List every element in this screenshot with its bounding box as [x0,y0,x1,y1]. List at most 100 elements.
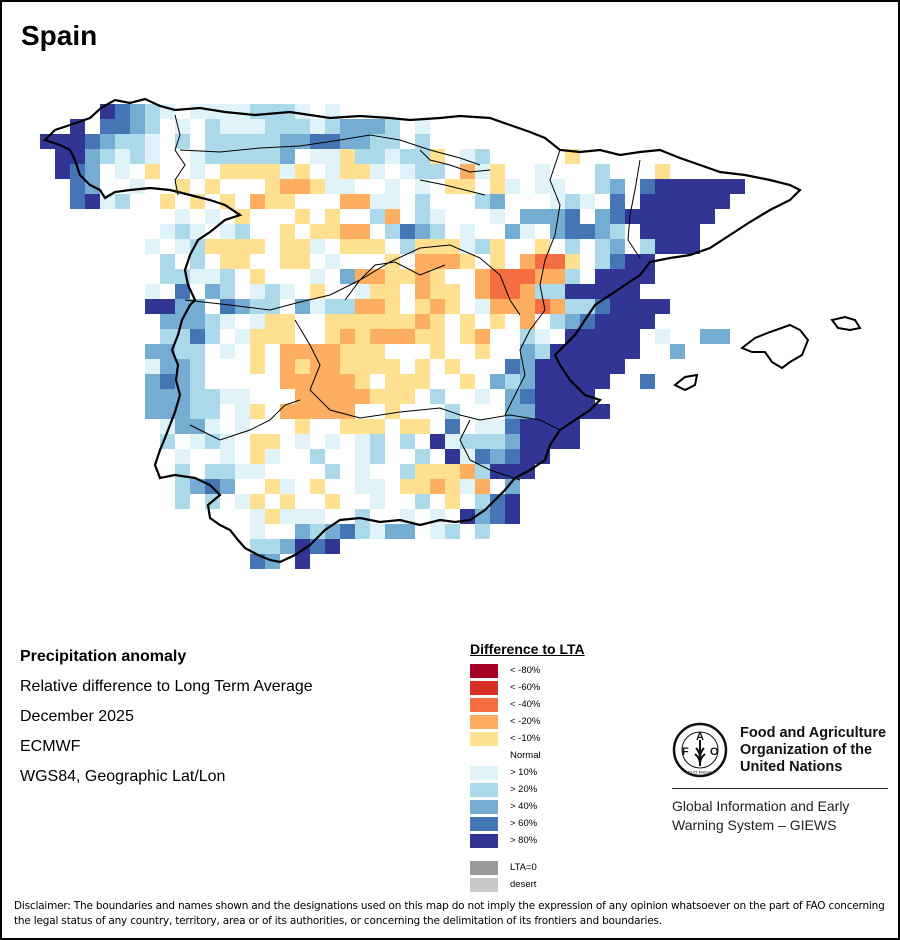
region-boundary [184,244,521,316]
anomaly-cell [235,254,250,269]
anomaly-cell [490,209,505,224]
anomaly-cell [550,299,565,314]
anomaly-cell [595,359,610,374]
data-source: ECMWF [20,738,81,755]
anomaly-cell [475,299,490,314]
anomaly-cell [580,329,595,344]
anomaly-cell [445,404,460,419]
anomaly-cell [640,179,655,194]
anomaly-cell [565,209,580,224]
anomaly-cell [400,164,415,179]
anomaly-cell [505,419,520,434]
anomaly-cell [190,434,205,449]
anomaly-cell [400,464,415,479]
anomaly-cell [550,194,565,209]
anomaly-cell [250,449,265,464]
anomaly-cell [415,179,430,194]
emblem-motto: FIAT PANIS [688,770,712,775]
anomaly-cell [385,359,400,374]
anomaly-cell [250,194,265,209]
anomaly-cell [205,404,220,419]
anomaly-cell [565,284,580,299]
anomaly-cell [175,209,190,224]
anomaly-cell [415,209,430,224]
anomaly-cell [520,284,535,299]
anomaly-cell [385,314,400,329]
anomaly-cell [460,374,475,389]
anomaly-cell [190,314,205,329]
anomaly-cell [370,149,385,164]
anomaly-cell [190,104,205,119]
anomaly-cell [265,434,280,449]
fao-name-line: Food and Agriculture [740,724,887,741]
anomaly-cell [85,134,100,149]
anomaly-cell [430,254,445,269]
anomaly-cell [175,284,190,299]
anomaly-cell [190,359,205,374]
anomaly-cell [370,209,385,224]
anomaly-cell [265,299,280,314]
anomaly-cell [715,329,730,344]
anomaly-cell [370,434,385,449]
legend-label: < -60% [510,682,541,693]
anomaly-cell [670,239,685,254]
anomaly-cell [655,179,670,194]
anomaly-cell [265,329,280,344]
anomaly-cell [295,239,310,254]
anomaly-cell [625,254,640,269]
anomaly-cell [550,284,565,299]
anomaly-cell [310,344,325,359]
legend-item: > 20% [470,781,585,798]
anomaly-cell [310,224,325,239]
anomaly-cell [295,119,310,134]
legend-item: < -40% [470,696,585,713]
anomaly-cell [85,164,100,179]
anomaly-cell [175,299,190,314]
anomaly-cell [715,179,730,194]
anomaly-cell [250,434,265,449]
anomaly-cell [595,224,610,239]
anomaly-cell [160,344,175,359]
page-title: Spain [21,20,98,51]
anomaly-cell [280,374,295,389]
anomaly-cell [265,149,280,164]
anomaly-cell [430,479,445,494]
fao-organization-name: Food and Agriculture Organization of the… [740,725,886,776]
anomaly-cell [145,164,160,179]
anomaly-cell [565,314,580,329]
anomaly-cell [595,164,610,179]
anomaly-cell [625,314,640,329]
anomaly-cell [250,494,265,509]
anomaly-cell [400,314,415,329]
anomaly-cell [385,194,400,209]
anomaly-cell [610,254,625,269]
anomaly-cell [610,269,625,284]
anomaly-cell [385,329,400,344]
anomaly-cell [580,224,595,239]
anomaly-cell [640,269,655,284]
anomaly-cell [535,449,550,464]
anomaly-cell [340,239,355,254]
anomaly-cell [70,149,85,164]
anomaly-cell [205,179,220,194]
legend-label: > 60% [510,818,538,829]
anomaly-cell [325,344,340,359]
anomaly-cell [430,344,445,359]
legend-label: < -20% [510,716,541,727]
anomaly-cell [505,284,520,299]
anomaly-cell [265,179,280,194]
anomaly-cell [250,149,265,164]
anomaly-cell [490,164,505,179]
anomaly-cell [535,404,550,419]
anomaly-cell [595,344,610,359]
anomaly-cell [415,134,430,149]
anomaly-cell [565,194,580,209]
anomaly-cell [250,464,265,479]
anomaly-cell [325,179,340,194]
country-boundaries [42,97,862,564]
anomaly-cell [505,449,520,464]
anomaly-cell [535,389,550,404]
anomaly-cell [280,224,295,239]
anomaly-cell [145,359,160,374]
anomaly-cell [205,104,220,119]
